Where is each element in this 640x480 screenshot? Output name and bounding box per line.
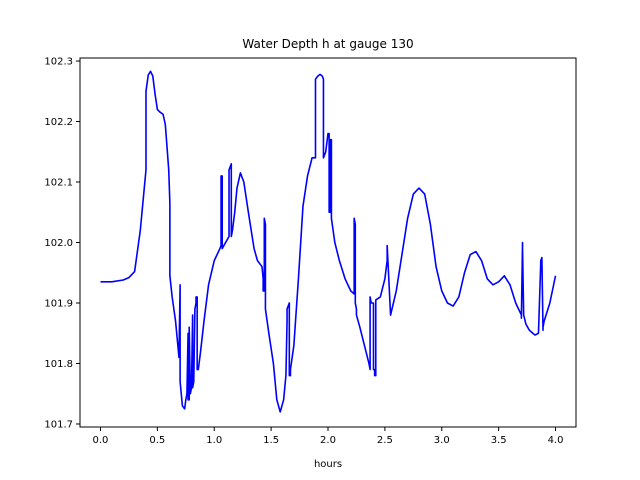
x-axis: 0.0 0.5 1.0 1.5 2.0 2.5 3.0 3.5 4.0 bbox=[93, 427, 564, 446]
series-line-0 bbox=[100, 70, 557, 413]
y-axis: 101.7 101.8 101.9 102.0 102.1 102.2 102.3 bbox=[44, 57, 80, 430]
y-tick-label: 101.8 bbox=[44, 359, 73, 370]
y-tick-label: 102.3 bbox=[44, 57, 73, 68]
y-tick-label: 102.2 bbox=[44, 117, 73, 128]
x-axis-label: hours bbox=[314, 459, 342, 470]
chart-title: Water Depth h at gauge 130 bbox=[242, 37, 413, 51]
x-tick-label: 1.0 bbox=[206, 435, 222, 446]
x-tick-label: 3.0 bbox=[434, 435, 450, 446]
y-tick-label: 102.1 bbox=[44, 178, 73, 189]
x-tick-label: 3.5 bbox=[491, 435, 507, 446]
y-tick-label: 102.0 bbox=[44, 238, 73, 249]
plot-area bbox=[100, 70, 557, 413]
x-tick-label: 1.5 bbox=[263, 435, 279, 446]
x-tick-label: 0.5 bbox=[149, 435, 165, 446]
y-tick-label: 101.7 bbox=[44, 419, 73, 430]
x-tick-label: 4.0 bbox=[548, 435, 564, 446]
x-tick-label: 2.5 bbox=[377, 435, 393, 446]
y-tick-label: 101.9 bbox=[44, 298, 73, 309]
x-tick-label: 0.0 bbox=[93, 435, 109, 446]
x-tick-label: 2.0 bbox=[320, 435, 336, 446]
